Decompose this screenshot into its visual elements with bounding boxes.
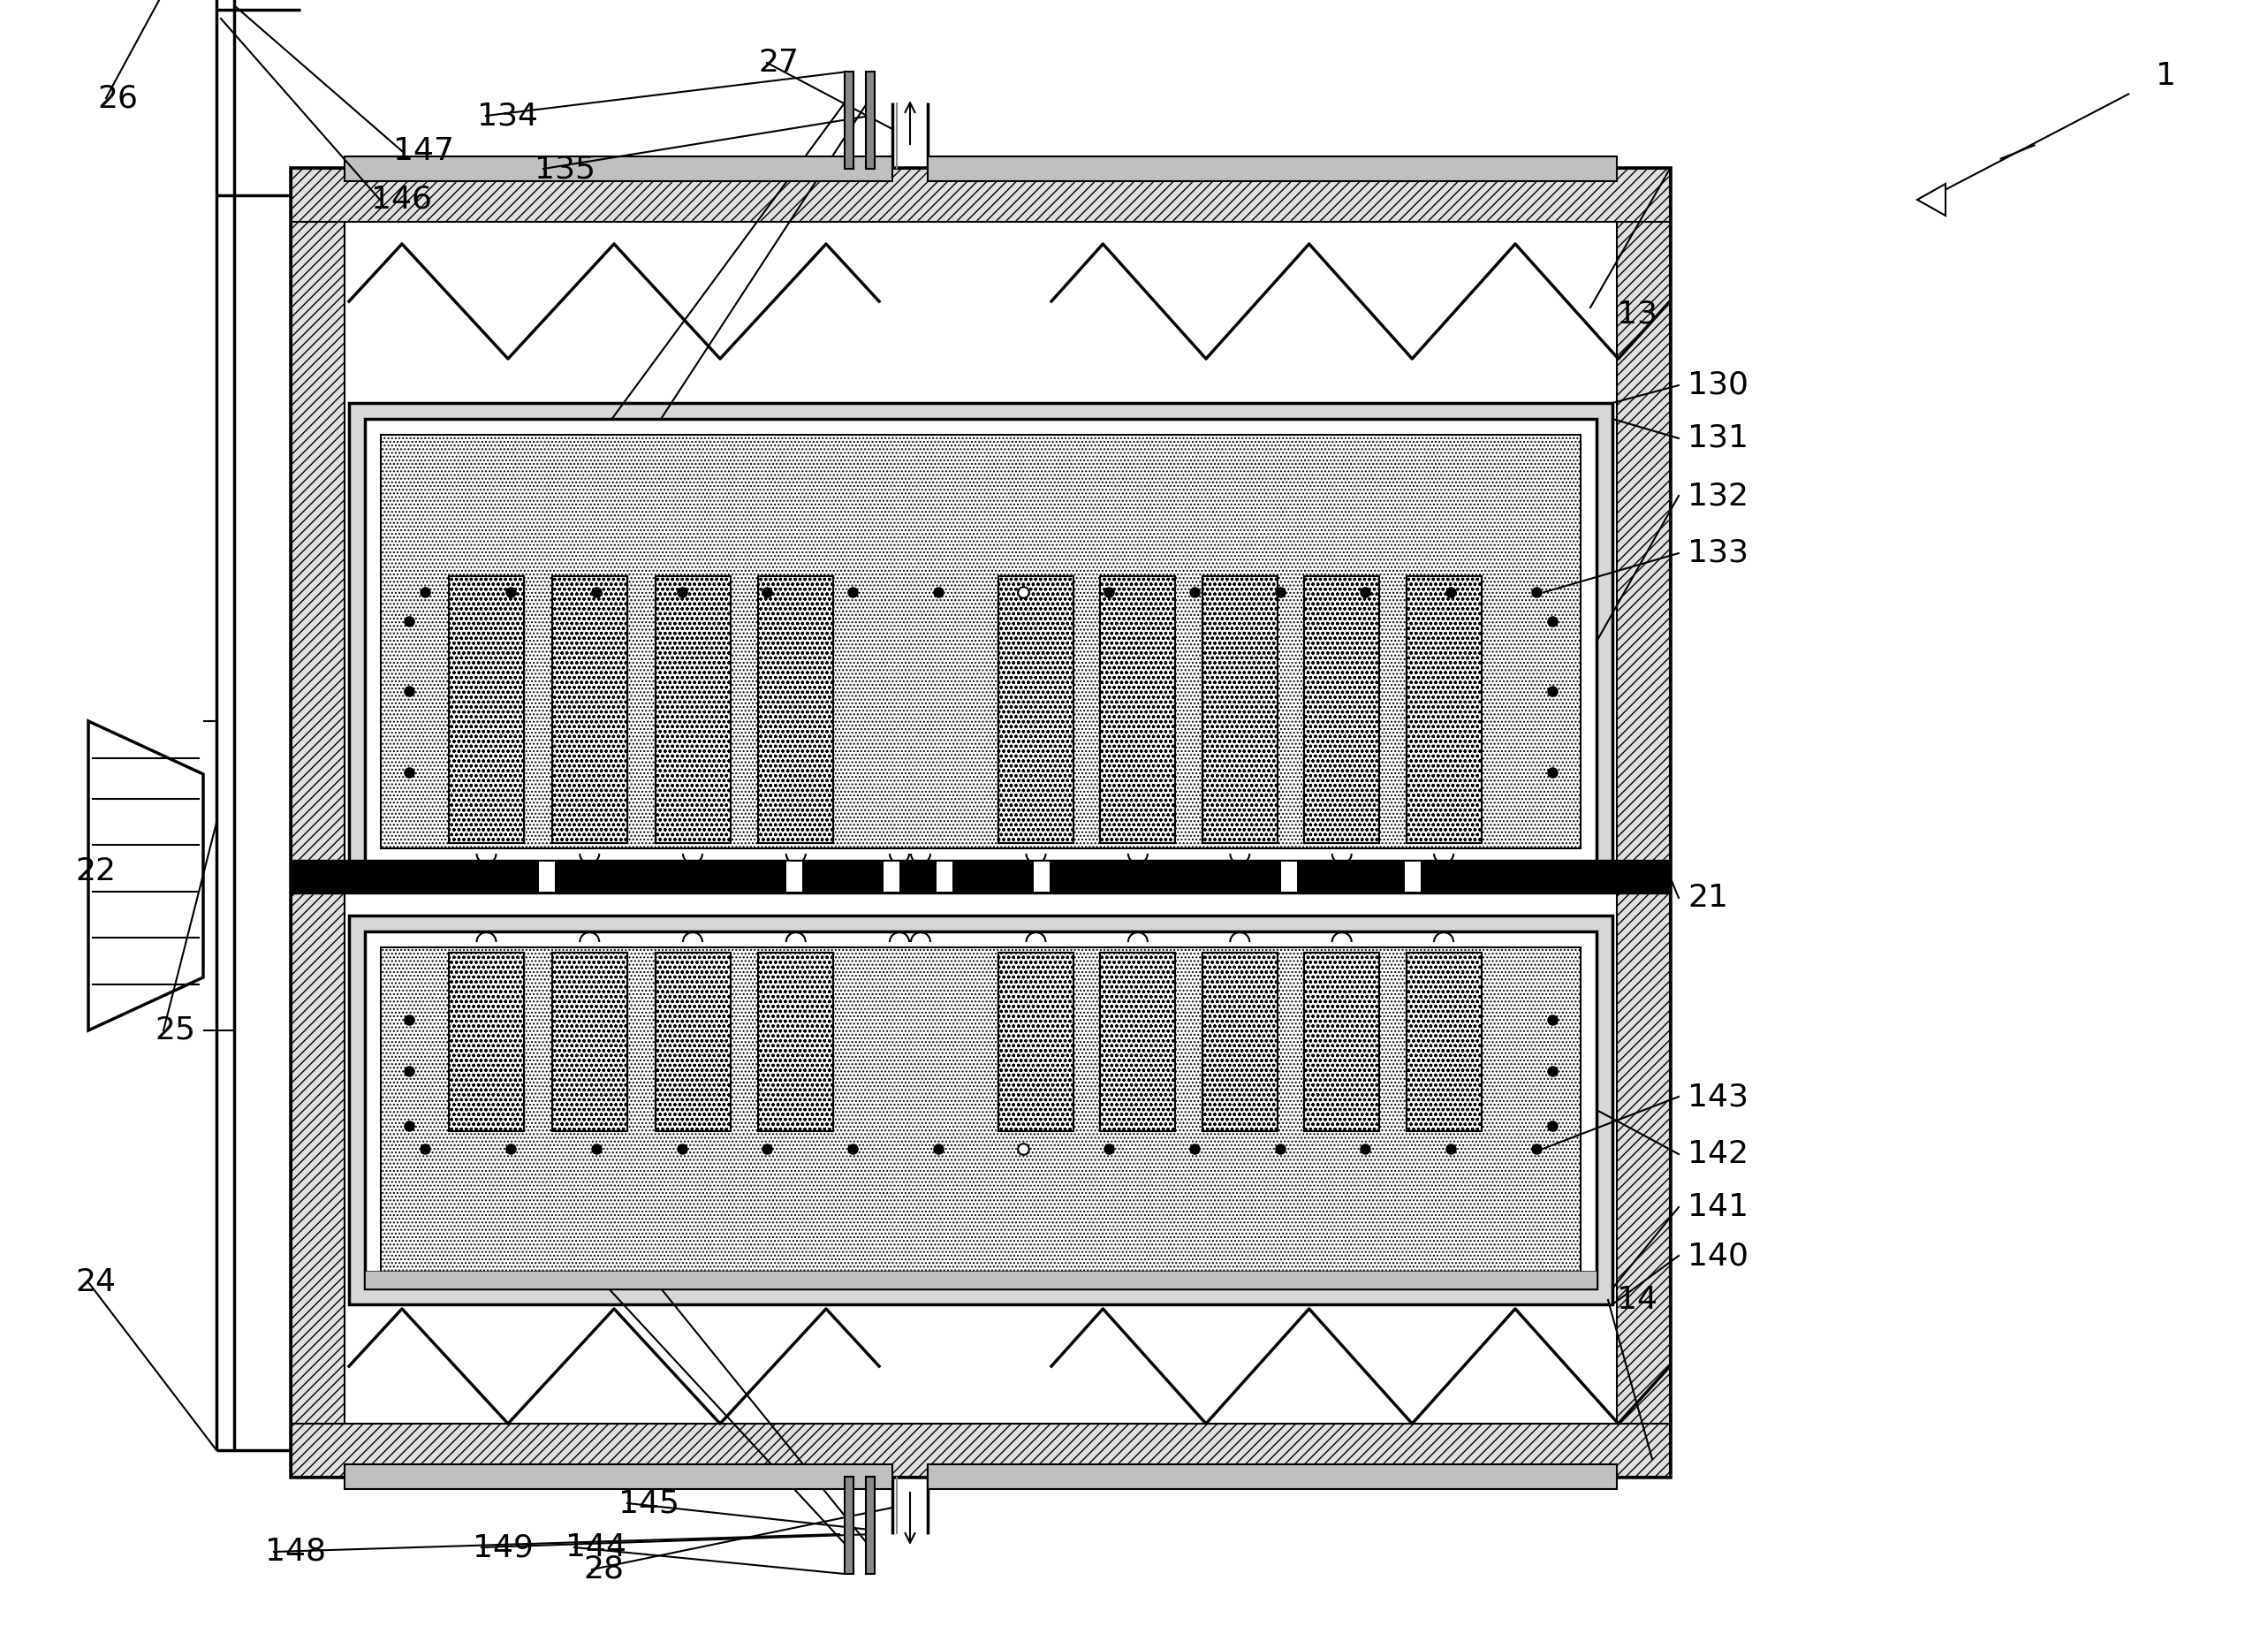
Bar xyxy=(345,157,891,181)
Text: 26: 26 xyxy=(98,82,138,114)
Bar xyxy=(1202,953,1277,1131)
Bar xyxy=(365,932,1597,1288)
Bar xyxy=(293,168,1669,1476)
Bar xyxy=(866,1476,875,1573)
Text: 144: 144 xyxy=(565,1532,626,1562)
Bar xyxy=(655,953,730,1131)
Text: 145: 145 xyxy=(619,1487,680,1519)
Text: 132: 132 xyxy=(1687,482,1749,511)
Bar xyxy=(1406,953,1481,1131)
Bar xyxy=(1406,576,1481,843)
Bar xyxy=(1304,576,1379,843)
Bar xyxy=(345,1464,891,1489)
Bar xyxy=(1034,862,1050,892)
Bar xyxy=(844,1476,853,1573)
Polygon shape xyxy=(88,721,204,1031)
Bar xyxy=(551,953,626,1131)
Bar xyxy=(758,953,832,1131)
Text: 24: 24 xyxy=(75,1266,116,1298)
Bar xyxy=(1202,576,1277,843)
Bar xyxy=(758,576,832,843)
Bar xyxy=(349,402,1613,881)
Bar xyxy=(1281,862,1297,892)
Text: 147: 147 xyxy=(392,137,454,167)
Text: 135: 135 xyxy=(535,153,596,183)
Text: 22: 22 xyxy=(75,856,116,887)
Bar xyxy=(655,953,730,1131)
Bar xyxy=(449,953,524,1131)
Text: 149: 149 xyxy=(472,1532,533,1562)
Text: 141: 141 xyxy=(1687,1192,1749,1222)
Bar xyxy=(1304,576,1379,843)
Polygon shape xyxy=(1916,183,1946,216)
Bar xyxy=(293,1423,1669,1476)
Bar xyxy=(998,576,1073,843)
Text: 143: 143 xyxy=(1687,1082,1749,1111)
Bar xyxy=(998,576,1073,843)
Bar xyxy=(551,576,626,843)
Bar xyxy=(998,953,1073,1131)
Bar xyxy=(365,1271,1597,1288)
Text: 142: 142 xyxy=(1687,1139,1749,1169)
Bar xyxy=(1100,953,1175,1131)
Bar xyxy=(551,576,626,843)
Bar xyxy=(937,862,953,892)
Bar xyxy=(540,862,556,892)
Text: 140: 140 xyxy=(1687,1240,1749,1271)
Bar xyxy=(449,576,524,843)
Bar xyxy=(1304,953,1379,1131)
Bar xyxy=(449,576,524,843)
Text: 133: 133 xyxy=(1687,538,1749,569)
Bar xyxy=(758,576,832,843)
Bar xyxy=(1100,953,1175,1131)
Text: 28: 28 xyxy=(583,1555,624,1585)
Bar xyxy=(1617,168,1669,1476)
Bar xyxy=(1404,862,1420,892)
Bar xyxy=(381,435,1581,848)
Bar xyxy=(787,862,803,892)
Text: 130: 130 xyxy=(1687,371,1749,401)
Bar xyxy=(365,419,1597,864)
Bar xyxy=(551,953,626,1131)
Bar xyxy=(655,576,730,843)
Bar xyxy=(1100,576,1175,843)
Bar xyxy=(1406,576,1481,843)
Bar xyxy=(1202,953,1277,1131)
Bar xyxy=(758,953,832,1131)
Bar xyxy=(885,862,900,892)
Text: 131: 131 xyxy=(1687,424,1749,453)
Bar xyxy=(1406,953,1481,1131)
Text: 27: 27 xyxy=(758,48,798,78)
Bar xyxy=(998,953,1073,1131)
Bar xyxy=(293,168,345,1476)
Text: 14: 14 xyxy=(1617,1285,1658,1314)
Bar xyxy=(928,1464,1617,1489)
Bar xyxy=(293,168,1669,223)
Bar xyxy=(928,157,1617,181)
Bar xyxy=(1202,576,1277,843)
Text: 13: 13 xyxy=(1617,300,1658,330)
Text: 21: 21 xyxy=(1687,882,1728,914)
Bar xyxy=(655,576,730,843)
Bar xyxy=(381,947,1581,1273)
Text: 25: 25 xyxy=(154,1016,195,1045)
Bar xyxy=(349,915,1613,1304)
Bar xyxy=(844,71,853,168)
Bar xyxy=(866,71,875,168)
Text: 146: 146 xyxy=(372,185,431,214)
Text: 134: 134 xyxy=(476,101,538,130)
Bar xyxy=(449,953,524,1131)
Text: 1: 1 xyxy=(2157,61,2175,91)
Bar xyxy=(293,859,1669,894)
Bar xyxy=(1304,953,1379,1131)
Bar xyxy=(365,419,1597,437)
Bar xyxy=(1100,576,1175,843)
Text: 148: 148 xyxy=(265,1537,327,1567)
